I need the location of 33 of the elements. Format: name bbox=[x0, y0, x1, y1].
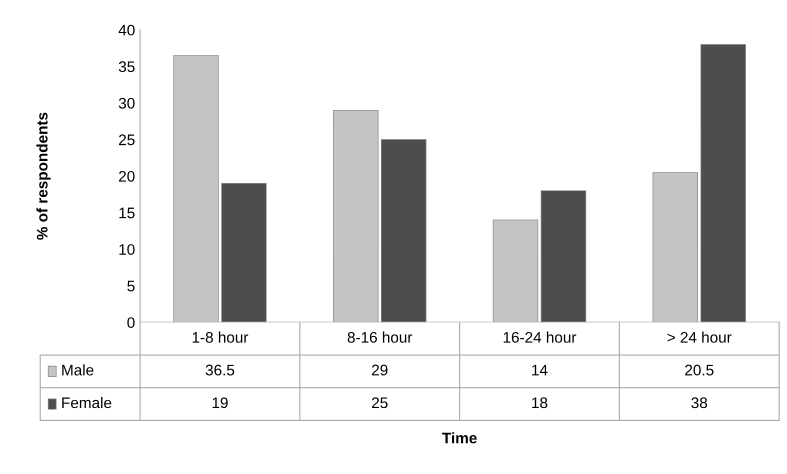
y-tick-label: 30 bbox=[118, 98, 135, 109]
y-tick-label: 5 bbox=[127, 280, 135, 292]
bar bbox=[700, 44, 746, 322]
legend-label: Male bbox=[62, 364, 94, 376]
data-label: 19 bbox=[212, 397, 228, 408]
y-tick-label: 20 bbox=[119, 170, 135, 182]
text: Time bbox=[442, 432, 477, 444]
bar bbox=[173, 55, 219, 322]
x-tick-label: 8-16 hour bbox=[348, 332, 412, 343]
y-tick-label: 10 bbox=[119, 244, 135, 255]
y-tick-label: 35 bbox=[118, 61, 135, 72]
legend-label: Female bbox=[62, 396, 112, 408]
bar bbox=[652, 172, 698, 322]
y-tick-label: 15 bbox=[119, 208, 135, 218]
data-label: 14 bbox=[532, 364, 548, 376]
data-label: 29 bbox=[372, 364, 388, 376]
y-tick-label: 40 bbox=[118, 24, 135, 36]
y-tick-label: 0 bbox=[127, 317, 135, 328]
data-label: 38 bbox=[691, 397, 708, 408]
bar bbox=[221, 183, 267, 322]
data-label: 36.5 bbox=[206, 364, 234, 376]
y-tick-label: 25 bbox=[119, 134, 135, 146]
x-tick-label: 16-24 hour bbox=[504, 332, 576, 343]
bar bbox=[540, 190, 586, 322]
y-axis-title: % of respondents bbox=[36, 112, 51, 240]
data-label: 20.5 bbox=[685, 364, 714, 376]
data-label: 18 bbox=[532, 397, 548, 408]
x-tick-label: > 24 hour bbox=[668, 332, 732, 343]
x-tick-label: 1-8 hour bbox=[192, 332, 248, 343]
bar bbox=[380, 139, 426, 322]
bar bbox=[333, 110, 378, 322]
bar bbox=[492, 220, 538, 322]
data-label: 25 bbox=[372, 397, 388, 408]
